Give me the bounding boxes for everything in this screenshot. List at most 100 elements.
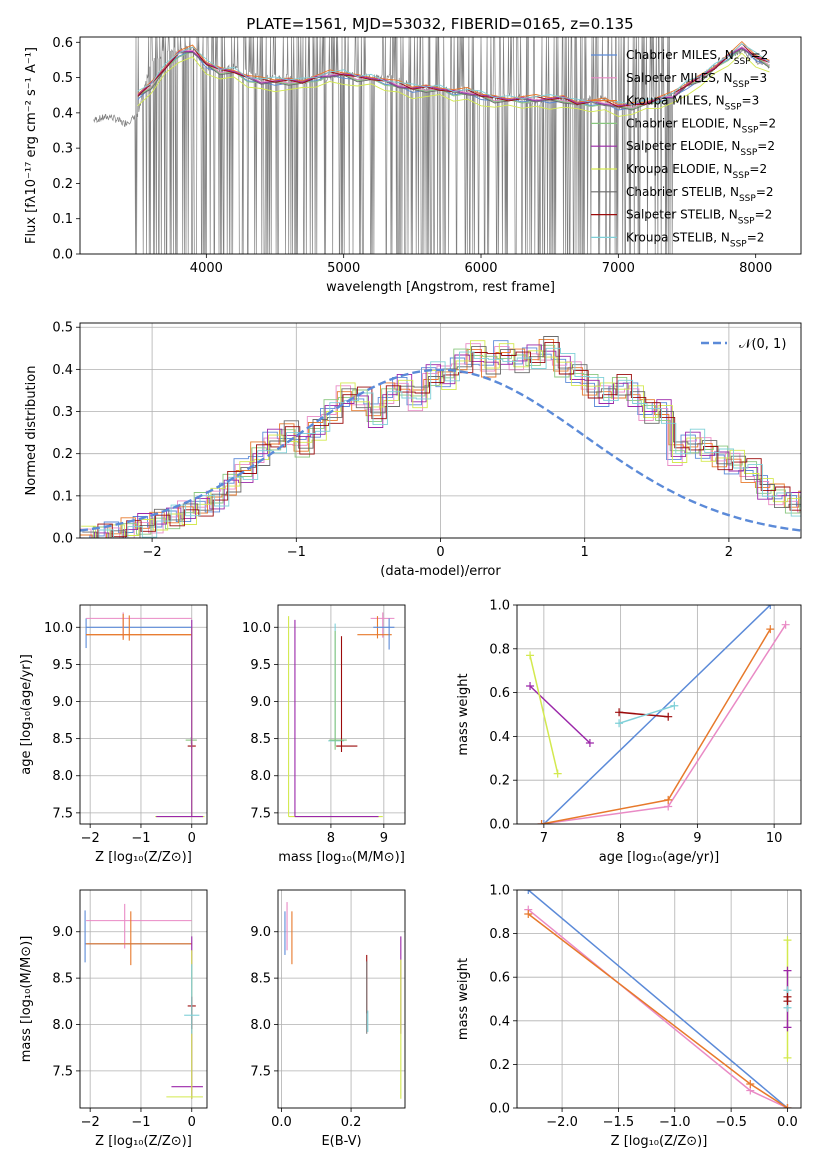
x-tick-label: −1.5	[603, 1115, 635, 1130]
weight_vs_age-axes: 7 8 9 10 0.0 0.2 0.4 0.6 0.8 1.0 age [log₁₀(age/yr…	[456, 599, 802, 865]
weight-line	[529, 655, 559, 774]
observed-spectrum-line	[93, 37, 770, 254]
x-axis-label: mass [log₁₀(M/M⊙)]	[278, 850, 405, 865]
legend-entry: Salpeter ELODIE, NSSP=2	[626, 139, 775, 158]
model-spectrum-line	[137, 52, 770, 117]
weight-marker	[664, 712, 673, 721]
y-tick-label: 7.5	[52, 806, 73, 821]
x-tick-label: 4000	[190, 261, 223, 276]
y-tick-label: 0.0	[489, 1102, 510, 1117]
x-tick-label: 1	[581, 545, 589, 560]
x-axis-label: age [log₁₀(age/yr)]	[599, 850, 720, 865]
charts-layer: 4000 5000 6000 7000 80000.00.10.20.30.40.50.…	[19, 36, 802, 1149]
residuals-frame	[79, 322, 802, 539]
spectrum-plot-area	[93, 37, 770, 254]
age_vs_Z-frame	[79, 604, 208, 825]
y-tick-label: 1.0	[489, 599, 510, 614]
histogram-step-line	[84, 347, 801, 538]
y-tick-label: 0.3	[52, 405, 73, 420]
y-tick-label: 8.0	[250, 1018, 271, 1033]
x-axis-label: Z [log₁₀(Z/Z⊙)]	[611, 1134, 708, 1149]
weight-line	[618, 704, 675, 725]
weight_vs_Z-axes: −2.0 −1.5 −1.0 −0.5 0.0 0.0 0.2 0.4 0.6 0.8 1.0 Z […	[456, 884, 802, 1149]
x-tick-label: −1	[131, 831, 150, 846]
mass_vs_Z-plot-area	[84, 903, 203, 1099]
y-tick-label: 7.5	[52, 1064, 73, 1079]
model-spectrum-line	[137, 47, 770, 107]
weight-marker	[783, 936, 792, 945]
y-tick-label: 0.1	[52, 489, 73, 504]
histogram-step-line	[80, 340, 801, 538]
age_vs_Z-axes: −2 −1 0 7.5 8.0 8.5 9.0 9.5 10.0 Z [log₁₀(Z/Z⊙)] a…	[19, 604, 208, 865]
legend-entry: Salpeter MILES, NSSP=3	[626, 71, 767, 90]
weight_vs_age-plot-area	[526, 605, 790, 824]
residuals-plot-area	[80, 336, 801, 538]
weight-marker	[664, 795, 673, 804]
y-tick-label: 0.0	[52, 248, 73, 263]
spectrum-axes: 4000 5000 6000 7000 8000 0.0 0.1 0.2 0.3 0.4 0.5 0.…	[24, 36, 802, 295]
weight_vs_Z-plot-area	[524, 890, 792, 1108]
x-tick-label: 9	[380, 831, 388, 846]
x-tick-label: −2	[81, 831, 100, 846]
weight_vs_age-frame	[516, 604, 802, 825]
weight-marker	[670, 701, 679, 710]
weight-marker	[537, 820, 546, 824]
legend-entry: Kroupa MILES, NSSP=3	[626, 94, 759, 113]
y-tick-label: 0.2	[52, 447, 73, 462]
y-tick-label: 0.0	[489, 818, 510, 833]
mass_vs_ebv-axes: 0.0 0.2 7.5 8.0 8.5 9.0 E(B-V)	[250, 889, 406, 1149]
x-tick-label: 7	[540, 831, 548, 846]
weight-line	[527, 909, 788, 1108]
legend-entry: Chabrier STELIB, NSSP=2	[626, 185, 774, 204]
age_vs_mass-axes: 8 9 7.5 8.0 8.5 9.0 9.5 10.0 mass [log₁₀(M/M⊙)]	[242, 604, 406, 865]
legend-entry: Kroupa STELIB, NSSP=2	[626, 230, 764, 249]
weight-line	[541, 628, 771, 824]
x-tick-label: 8000	[739, 261, 772, 276]
residuals-axes: −2 −1 0 1 2 0.0 0.1 0.2 0.3 0.4 0.5 (data-model)/er…	[24, 321, 802, 579]
weight-marker	[539, 820, 548, 824]
y-tick-label: 8.0	[52, 1018, 73, 1033]
y-tick-label: 9.0	[250, 695, 271, 710]
y-tick-label: 0.2	[52, 177, 73, 192]
y-tick-label: 0.3	[52, 142, 73, 157]
weight-line	[527, 913, 788, 1108]
x-tick-label: 0.0	[777, 1115, 798, 1130]
x-tick-label: 0	[188, 831, 196, 846]
y-tick-label: 9.0	[52, 695, 73, 710]
y-tick-label: 0.4	[52, 363, 73, 378]
y-tick-label: 10.0	[44, 621, 73, 636]
x-tick-label: −2	[143, 545, 162, 560]
y-axis-label: Normed distribution	[24, 366, 39, 496]
y-tick-label: 0.5	[52, 71, 73, 86]
y-tick-label: 0.1	[52, 212, 73, 227]
y-tick-label: 8.0	[52, 769, 73, 784]
weight-marker	[615, 719, 624, 728]
x-tick-label: 0	[436, 545, 444, 560]
weight-marker	[766, 605, 775, 609]
x-tick-label: 9	[693, 831, 701, 846]
x-axis-label: E(B-V)	[321, 1134, 361, 1149]
weight-line	[543, 605, 771, 824]
y-tick-label: 9.5	[250, 658, 271, 673]
model-spectrum-line	[137, 46, 770, 111]
histogram-step-line	[83, 341, 801, 538]
weight-marker	[615, 708, 624, 717]
y-axis-label: age [log₁₀(age/yr)]	[19, 654, 34, 775]
legend-entry: 𝒩(0, 1)	[739, 337, 786, 352]
y-tick-label: 8.5	[250, 972, 271, 987]
y-tick-label: 8.5	[52, 972, 73, 987]
x-tick-label: −2.0	[546, 1115, 578, 1130]
mass_vs_Z-axes: −2 −1 0 7.5 8.0 8.5 9.0 Z [log₁₀(Z/Z⊙)] mass [lo…	[19, 889, 208, 1149]
y-tick-label: 9.0	[250, 925, 271, 940]
y-tick-label: 0.2	[489, 1058, 510, 1073]
x-tick-label: 10	[766, 831, 783, 846]
y-tick-label: 7.5	[250, 1064, 271, 1079]
weight-marker	[766, 625, 775, 634]
y-axis-label: mass weight	[456, 958, 471, 1040]
y-tick-label: 0.8	[489, 642, 510, 657]
y-tick-label: 9.5	[52, 658, 73, 673]
x-axis-label: Z [log₁₀(Z/Z⊙)]	[95, 850, 192, 865]
age_vs_Z-plot-area	[85, 612, 205, 818]
x-tick-label: 0	[188, 1115, 196, 1130]
